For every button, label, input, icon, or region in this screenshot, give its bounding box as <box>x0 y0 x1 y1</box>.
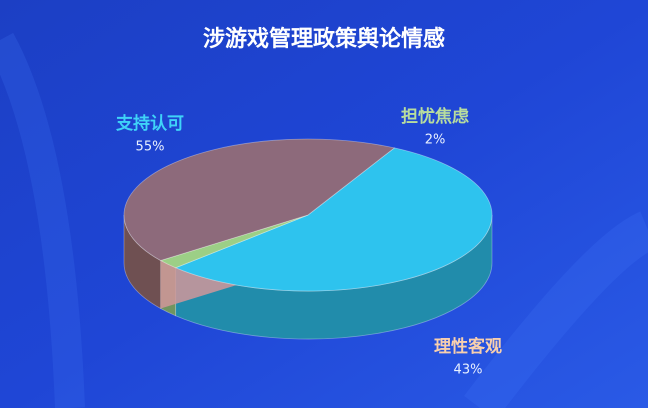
slice <box>174 147 493 292</box>
decor <box>464 211 648 408</box>
category-label: 支持认可 <box>116 113 184 134</box>
decor <box>0 32 85 408</box>
category-label: 理性客观 <box>434 336 502 357</box>
slice-side <box>175 214 493 340</box>
category-label: 担忧焦虑 <box>401 106 469 127</box>
value-label: 2% <box>425 133 446 148</box>
value-label: 43% <box>454 363 483 378</box>
value-label: 55% <box>136 140 165 155</box>
chart-title: 涉游戏管理政策舆论情感 <box>203 26 445 52</box>
slice <box>123 138 396 261</box>
slice <box>159 214 309 269</box>
pie <box>123 138 493 340</box>
